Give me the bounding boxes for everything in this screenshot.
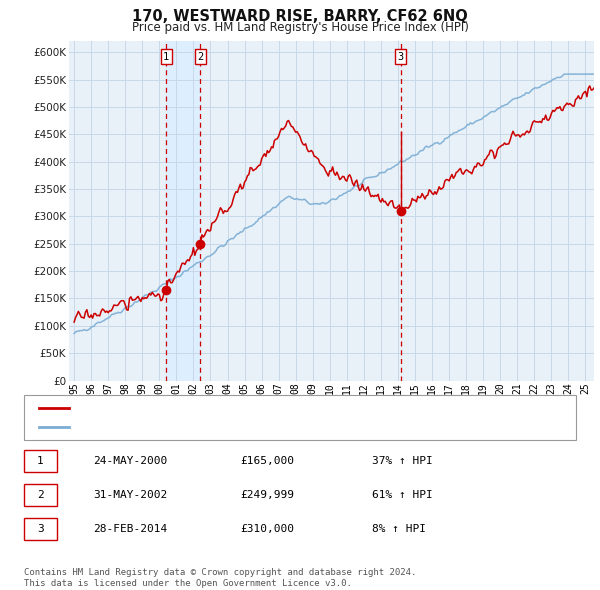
Text: £165,000: £165,000	[240, 456, 294, 466]
Text: 1: 1	[163, 51, 169, 61]
Text: 8% ↑ HPI: 8% ↑ HPI	[372, 525, 426, 534]
Text: 170, WESTWARD RISE, BARRY, CF62 6NQ: 170, WESTWARD RISE, BARRY, CF62 6NQ	[132, 9, 468, 24]
Text: Contains HM Land Registry data © Crown copyright and database right 2024.: Contains HM Land Registry data © Crown c…	[24, 568, 416, 577]
Text: 24-MAY-2000: 24-MAY-2000	[93, 456, 167, 466]
Bar	[166, 41, 200, 381]
Text: 170, WESTWARD RISE, BARRY, CF62 6NQ (detached house): 170, WESTWARD RISE, BARRY, CF62 6NQ (det…	[78, 403, 403, 412]
Text: 2: 2	[197, 51, 203, 61]
Text: 37% ↑ HPI: 37% ↑ HPI	[372, 456, 433, 466]
Text: 28-FEB-2014: 28-FEB-2014	[93, 525, 167, 534]
Text: This data is licensed under the Open Government Licence v3.0.: This data is licensed under the Open Gov…	[24, 579, 352, 588]
Text: 3: 3	[398, 51, 404, 61]
Text: 61% ↑ HPI: 61% ↑ HPI	[372, 490, 433, 500]
Text: 1: 1	[37, 456, 44, 466]
Text: HPI: Average price, detached house, Vale of Glamorgan: HPI: Average price, detached house, Vale…	[78, 422, 409, 432]
Text: £249,999: £249,999	[240, 490, 294, 500]
Text: 2: 2	[37, 490, 44, 500]
Text: £310,000: £310,000	[240, 525, 294, 534]
Text: Price paid vs. HM Land Registry's House Price Index (HPI): Price paid vs. HM Land Registry's House …	[131, 21, 469, 34]
Text: 31-MAY-2002: 31-MAY-2002	[93, 490, 167, 500]
Text: 3: 3	[37, 525, 44, 534]
